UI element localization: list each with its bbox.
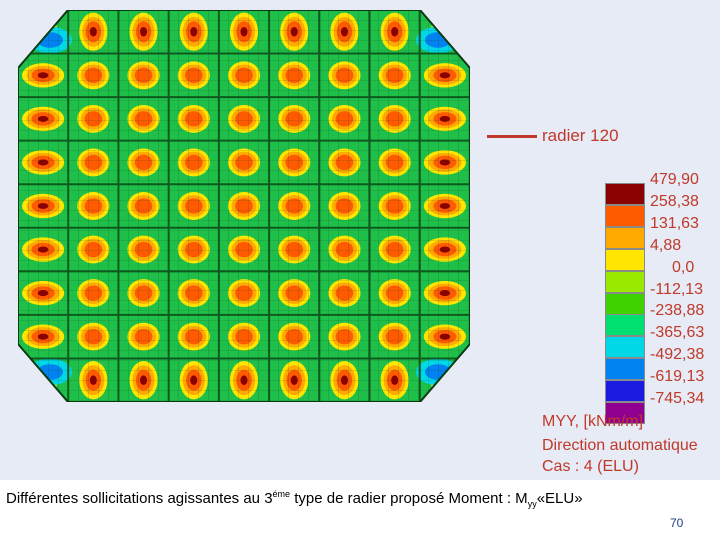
scale-value: -619,13: [650, 368, 705, 386]
scale-swatch: [605, 204, 645, 227]
legend-line-label: radier 120: [542, 126, 619, 145]
scale-swatch: [605, 402, 645, 424]
scale-value: 4,88: [650, 236, 682, 254]
scale-swatch: [605, 336, 645, 359]
quantity-label: MYY, [kNm/m]: [542, 413, 644, 430]
moment-contour-plate: [18, 10, 470, 402]
scale-value: 0,0: [672, 258, 695, 276]
scale-value: 258,38: [650, 192, 699, 210]
scale-swatch: [605, 292, 645, 315]
legend-line-swatch: [487, 135, 537, 138]
scale-value: -112,13: [650, 280, 704, 298]
scale-swatch: [605, 358, 645, 381]
load-case-label: Cas : 4 (ELU): [542, 458, 639, 475]
scale-value: -365,63: [650, 324, 705, 342]
slide-caption: Différentes sollicitations agissantes au…: [6, 489, 583, 509]
scale-value: 131,63: [650, 214, 699, 232]
scale-value: -492,38: [650, 346, 705, 364]
scale-swatch: [605, 314, 645, 337]
scale-swatch: [605, 380, 645, 403]
scale-value: -238,88: [650, 302, 705, 320]
scale-value: 479,90: [650, 171, 699, 188]
scale-swatch: [605, 248, 645, 271]
result-panel: radier 120 479,90 258,38 131,63 4,88 0,0 -112…: [0, 0, 720, 480]
scale-swatch: [605, 183, 645, 205]
scale-swatch: [605, 226, 645, 249]
scale-value: -745,34: [650, 390, 705, 407]
scale-swatch: [605, 270, 645, 293]
page-number: 70: [670, 516, 684, 530]
direction-label: Direction automatique: [542, 437, 698, 454]
